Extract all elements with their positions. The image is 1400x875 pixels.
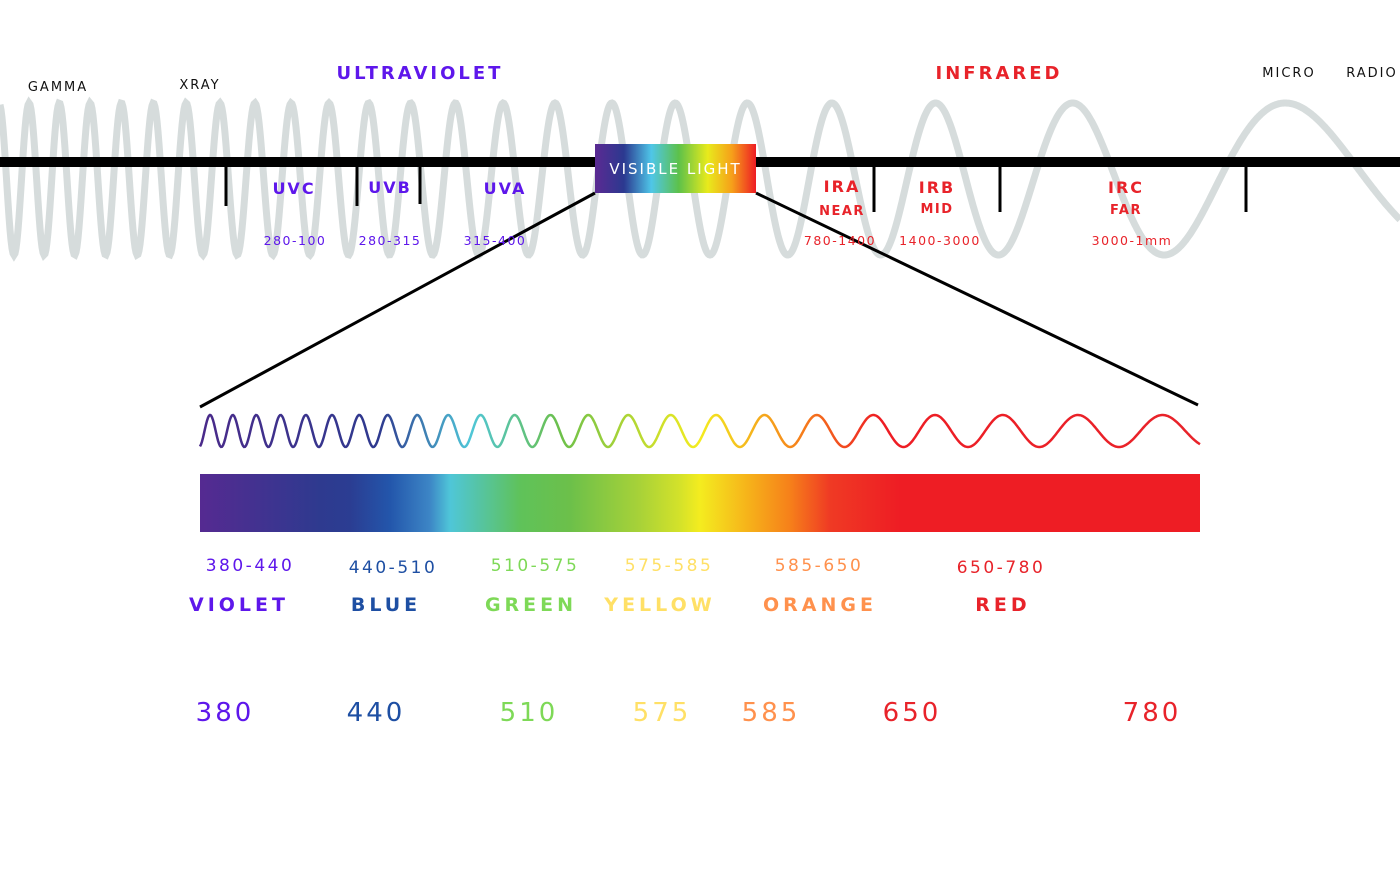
wavelength-tick-label: 650 (882, 698, 942, 728)
visible-spectrum-bar (200, 474, 1200, 532)
color-name-violet: VIOLET (189, 594, 289, 616)
color-range-violet: 380-440 (205, 556, 295, 576)
irc-range: 3000-1mm (1091, 233, 1173, 248)
band-micro: MICRO (1262, 66, 1316, 81)
band-infrared: INFRARED (935, 63, 1063, 84)
irb-label: IRB (918, 178, 956, 197)
color-range-green: 510-575 (490, 556, 580, 576)
visible-light-label: VISIBLE LIGHT (609, 159, 742, 178)
color-range-blue: 440-510 (348, 558, 438, 578)
zoom-line-right (755, 191, 1199, 407)
color-name-blue: BLUE (350, 594, 422, 616)
wavelength-tick-label: 575 (632, 698, 692, 728)
em-wave (0, 96, 1400, 262)
visible-wave (198, 413, 1201, 449)
wavelength-tick-label: 585 (741, 698, 801, 728)
uvc-range: 280-100 (263, 233, 327, 248)
ira-qualifier: NEAR (819, 204, 865, 219)
wavelength-tick-label: 380 (195, 698, 255, 728)
wavelength-tick-label: 510 (499, 698, 559, 728)
visible-light-box: VISIBLE LIGHT (595, 144, 756, 193)
irb-qualifier: MID (920, 202, 954, 217)
band-radio: RADIO (1346, 66, 1398, 81)
irb-range: 1400-3000 (899, 233, 981, 248)
zoom-line-left (199, 191, 596, 409)
band-xray: XRAY (179, 78, 221, 93)
ira-range: 780-1400 (803, 233, 877, 248)
wavelength-tick-label: 780 (1122, 698, 1182, 728)
color-range-yellow: 575-585 (624, 556, 714, 576)
uvb-range: 280-315 (358, 233, 422, 248)
ira-label: IRA (823, 177, 861, 196)
uvb-label: UVB (368, 178, 412, 197)
band-ultraviolet: ULTRAVIOLET (336, 63, 504, 84)
uva-label: UVA (483, 179, 527, 198)
color-name-yellow: YELLOW (604, 594, 716, 616)
color-name-orange: ORANGE (763, 594, 877, 616)
wavelength-tick-label: 440 (346, 698, 406, 728)
irc-label: IRC (1107, 178, 1145, 197)
color-name-red: RED (975, 594, 1031, 616)
irc-qualifier: FAR (1110, 203, 1142, 218)
color-range-red: 650-780 (956, 558, 1046, 578)
band-gamma: GAMMA (27, 80, 89, 95)
color-range-orange: 585-650 (774, 556, 864, 576)
color-name-green: GREEN (484, 594, 578, 616)
uvc-label: UVC (272, 179, 316, 198)
axis-ticks (224, 165, 1248, 212)
uva-range: 315-400 (463, 233, 527, 248)
